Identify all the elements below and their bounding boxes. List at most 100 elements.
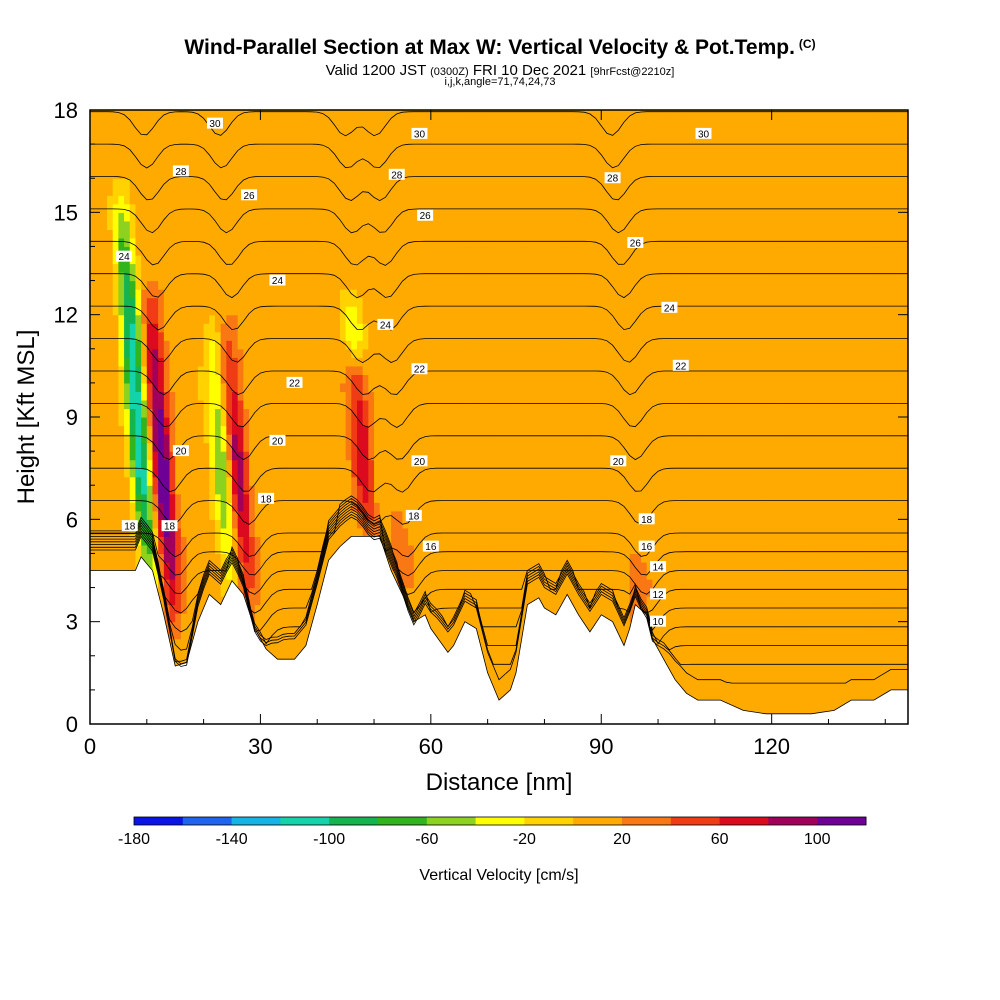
field-cell (209, 237, 216, 248)
field-cell (243, 323, 250, 333)
field-cell (413, 272, 421, 282)
field-cell (459, 570, 466, 580)
field-cell (203, 254, 210, 265)
field-cell (442, 220, 449, 230)
field-cell (328, 340, 335, 350)
field-cell (288, 254, 296, 265)
field-cell (135, 348, 142, 358)
field-cell (385, 144, 392, 154)
field-cell (220, 442, 227, 452)
field-cell (197, 408, 205, 418)
field-cell (379, 425, 386, 435)
field-cell (135, 382, 142, 393)
field-cell (442, 152, 449, 162)
field-cell (459, 280, 466, 290)
field-cell (129, 254, 137, 265)
field-cell (249, 289, 256, 299)
field-cell (436, 519, 443, 529)
field-cell (368, 237, 375, 248)
field-cell (391, 425, 398, 435)
field-cell (283, 621, 290, 631)
field-cell (197, 161, 205, 171)
field-cell (425, 118, 432, 128)
field-cell (374, 152, 381, 162)
field-cell (90, 110, 97, 120)
field-cell (402, 536, 409, 546)
field-cell (192, 254, 199, 265)
field-cell (90, 468, 97, 478)
field-cell (277, 237, 284, 248)
field-cell (322, 203, 330, 213)
field-cell (192, 314, 199, 324)
field-cell (101, 289, 108, 299)
field-cell (124, 357, 131, 367)
field-cell (152, 118, 159, 128)
field-cell (334, 135, 341, 145)
field-cell (396, 485, 404, 495)
field-cell (226, 297, 233, 307)
field-cell (351, 340, 358, 350)
field-cell (453, 502, 460, 512)
field-cell (476, 570, 483, 580)
field-cell (396, 382, 404, 393)
field-cell (356, 246, 364, 256)
field-cell (226, 280, 233, 290)
field-cell (226, 374, 233, 384)
field-cell (328, 229, 335, 239)
field-cell (169, 553, 176, 563)
field-cell (425, 144, 432, 154)
field-cell (374, 229, 381, 239)
field-cell (425, 289, 432, 299)
field-cell (152, 263, 159, 273)
field-cell (243, 417, 250, 427)
field-cell (180, 527, 188, 537)
field-cell (112, 186, 119, 196)
field-cell (180, 536, 188, 546)
field-cell (107, 289, 114, 299)
field-cell (305, 144, 313, 154)
field-cell (254, 178, 262, 188)
field-cell (271, 289, 279, 299)
field-cell (459, 544, 466, 555)
field-cell (175, 408, 182, 418)
field-cell (328, 272, 335, 282)
field-cell (374, 468, 381, 478)
field-cell (107, 246, 114, 256)
field-cell (368, 152, 375, 162)
field-cell (408, 331, 415, 341)
field-cell (430, 314, 438, 324)
field-cell (101, 246, 108, 256)
field-cell (317, 357, 324, 367)
field-cell (419, 476, 426, 486)
field-cell (152, 152, 159, 162)
field-cell (356, 186, 364, 196)
field-cell (112, 399, 119, 410)
field-cell (436, 186, 443, 196)
field-cell (203, 220, 210, 230)
field-cell (470, 476, 477, 486)
field-cell (356, 127, 364, 137)
field-cell (112, 527, 119, 537)
field-cell (442, 237, 449, 248)
field-cell (362, 468, 369, 478)
field-cell (169, 195, 176, 205)
field-cell (129, 237, 137, 248)
field-cell (396, 254, 404, 265)
field-cell (260, 519, 267, 529)
field-cell (339, 135, 347, 145)
field-cell (476, 579, 483, 589)
field-cell (459, 314, 466, 324)
field-cell (339, 348, 347, 358)
field-cell (374, 135, 381, 145)
field-cell (180, 331, 188, 341)
field-cell (124, 348, 131, 358)
field-cell (243, 306, 250, 316)
field-cell (345, 237, 352, 248)
field-cell (453, 365, 460, 375)
field-cell (175, 476, 182, 486)
field-cell (226, 519, 233, 529)
field-cell (391, 382, 398, 393)
field-cell (385, 306, 392, 316)
field-cell (118, 331, 125, 341)
field-cell (203, 527, 210, 537)
